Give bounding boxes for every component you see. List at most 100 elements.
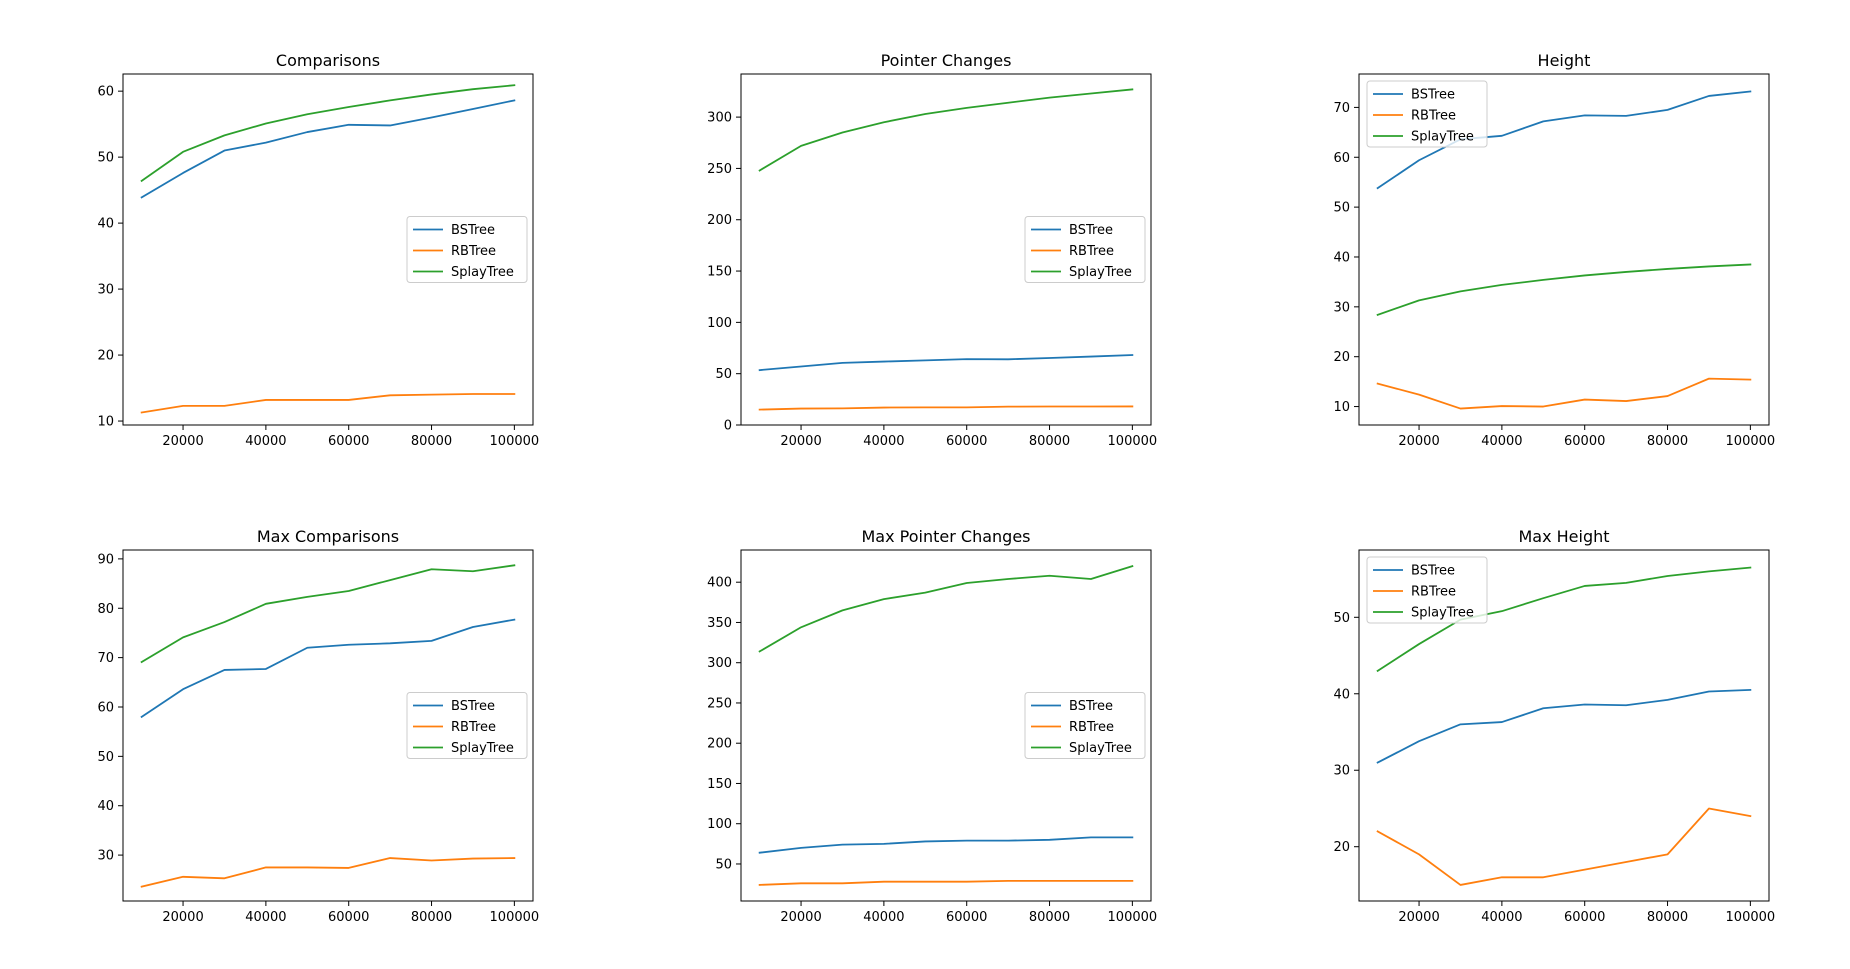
chart-2-plot-area bbox=[758, 88, 1134, 411]
chart-2-legend: BSTree RBTree SplayTree bbox=[1024, 216, 1146, 283]
chart-3-y-tick-label: 40 bbox=[1333, 250, 1350, 265]
chart-2-series-bstree bbox=[758, 354, 1134, 372]
chart-5-series-bstree bbox=[758, 836, 1134, 854]
chart-2-y-tick-label: 100 bbox=[707, 316, 732, 331]
chart-6-title: Max Height bbox=[1518, 527, 1609, 546]
chart-6-x-tick-label: 40000 bbox=[1481, 910, 1522, 925]
chart-3-legend-label-splaytree: SplayTree bbox=[1411, 130, 1474, 145]
chart-5-plot-area bbox=[758, 564, 1134, 886]
chart-3-legend-box bbox=[1366, 80, 1488, 148]
chart-5-legend: BSTree RBTree SplayTree bbox=[1024, 692, 1146, 759]
chart-3-series-splaytree bbox=[1376, 263, 1752, 316]
chart-3-y-tick-label: 70 bbox=[1333, 101, 1350, 116]
chart-3-y-tick-label: 10 bbox=[1333, 400, 1350, 415]
chart-5-series-splaytree bbox=[758, 564, 1134, 653]
chart-5-y-tick-label: 350 bbox=[707, 616, 732, 631]
chart-5-axes-frame bbox=[740, 549, 1152, 902]
chart-6-series-rbtree bbox=[1376, 807, 1752, 886]
chart-1-x-tick-label: 40000 bbox=[245, 434, 286, 449]
chart-6-y-tick-label: 30 bbox=[1333, 764, 1350, 779]
chart-4-x-tick-label: 20000 bbox=[162, 910, 203, 925]
chart-3-x-tick-label: 40000 bbox=[1481, 434, 1522, 449]
chart-5-y-tick-label: 300 bbox=[707, 656, 732, 671]
chart-6-y-tick-label: 50 bbox=[1333, 611, 1350, 626]
chart-1-y-tick-label: 50 bbox=[97, 151, 114, 166]
chart-3-series-rbtree bbox=[1376, 377, 1752, 410]
chart-2-series-rbtree bbox=[758, 405, 1134, 411]
chart-1-y-tick-label: 20 bbox=[97, 349, 114, 364]
chart-5-y-tick-label: 250 bbox=[707, 696, 732, 711]
chart-5-legend-label-bstree: BSTree bbox=[1069, 699, 1113, 714]
chart-1-plot-area bbox=[140, 84, 516, 414]
chart-5-x-tick-label: 20000 bbox=[780, 910, 821, 925]
chart-2-legend-box bbox=[1024, 216, 1146, 283]
chart-3-x-tick-label: 80000 bbox=[1647, 434, 1688, 449]
chart-1-legend-label-splaytree: SplayTree bbox=[451, 265, 514, 280]
chart-4-y-tick-label: 50 bbox=[97, 750, 114, 765]
chart-1-title: Comparisons bbox=[276, 51, 380, 70]
chart-2-series-splaytree bbox=[758, 88, 1134, 172]
chart-3: Height 20000 40000 60000 80000 100000 10 20 30 40… bbox=[1333, 51, 1775, 449]
chart-6-axes-frame bbox=[1358, 549, 1770, 902]
chart-2-legend-label-rbtree: RBTree bbox=[1069, 244, 1114, 259]
chart-5-legend-box bbox=[1024, 692, 1146, 759]
chart-5-y-tick-label: 200 bbox=[707, 737, 732, 752]
chart-1-x-tick-label: 60000 bbox=[328, 434, 369, 449]
chart-4-series-bstree bbox=[140, 618, 516, 719]
chart-2-x-tick-label: 40000 bbox=[863, 434, 904, 449]
chart-2-x-tick-label: 100000 bbox=[1108, 434, 1158, 449]
chart-3-legend: BSTree RBTree SplayTree bbox=[1366, 80, 1488, 148]
chart-6-legend-label-bstree: BSTree bbox=[1411, 564, 1455, 579]
chart-3-x-tick-label: 100000 bbox=[1726, 434, 1776, 449]
chart-5-y-tick-label: 50 bbox=[715, 857, 732, 872]
chart-6-series-splaytree bbox=[1376, 566, 1752, 673]
chart-2-legend-label-splaytree: SplayTree bbox=[1069, 265, 1132, 280]
chart-1-y-tick-label: 60 bbox=[97, 85, 114, 100]
chart-4-plot-area bbox=[140, 564, 516, 888]
chart-3-axes-frame bbox=[1358, 73, 1770, 426]
chart-3-y-tick-label: 30 bbox=[1333, 300, 1350, 315]
chart-1: Comparisons 20000 40000 60000 80000 100000 10 2… bbox=[97, 51, 539, 449]
chart-1-legend: BSTree RBTree SplayTree bbox=[406, 216, 528, 283]
chart-5-y-tick-label: 100 bbox=[707, 817, 732, 832]
chart-4-legend-box bbox=[406, 692, 528, 759]
chart-4-x-tick-label: 80000 bbox=[411, 910, 452, 925]
chart-4-legend-label-splaytree: SplayTree bbox=[451, 741, 514, 756]
chart-3-legend-label-rbtree: RBTree bbox=[1411, 109, 1456, 124]
chart-1-x-tick-label: 100000 bbox=[490, 434, 540, 449]
chart-6-y-tick-label: 20 bbox=[1333, 840, 1350, 855]
chart-3-y-tick-label: 50 bbox=[1333, 201, 1350, 216]
chart-3-title: Height bbox=[1538, 51, 1591, 70]
chart-4-axes-frame bbox=[122, 549, 534, 902]
chart-6-legend-box bbox=[1366, 556, 1488, 624]
chart-1-y-tick-label: 10 bbox=[97, 415, 114, 430]
chart-4-legend: BSTree RBTree SplayTree bbox=[406, 692, 528, 759]
chart-6: Max Height 20000 40000 60000 80000 100000 20 30… bbox=[1333, 527, 1775, 925]
chart-6-legend: BSTree RBTree SplayTree bbox=[1366, 556, 1488, 624]
chart-1-legend-label-bstree: BSTree bbox=[451, 223, 495, 238]
chart-2-x-tick-label: 80000 bbox=[1029, 434, 1070, 449]
chart-3-legend-label-bstree: BSTree bbox=[1411, 88, 1455, 103]
chart-5-y-tick-label: 400 bbox=[707, 576, 732, 591]
chart-1-legend-label-rbtree: RBTree bbox=[451, 244, 496, 259]
chart-5-legend-label-rbtree: RBTree bbox=[1069, 720, 1114, 735]
chart-2-y-tick-label: 250 bbox=[707, 162, 732, 177]
chart-4-y-tick-label: 40 bbox=[97, 799, 114, 814]
chart-2: Pointer Changes 20000 40000 60000 80000 10000… bbox=[707, 51, 1157, 449]
chart-3-y-tick-label: 60 bbox=[1333, 151, 1350, 166]
chart-5-title: Max Pointer Changes bbox=[862, 527, 1031, 546]
chart-2-title: Pointer Changes bbox=[881, 51, 1012, 70]
chart-6-y-tick-label: 40 bbox=[1333, 687, 1350, 702]
chart-2-legend-label-bstree: BSTree bbox=[1069, 223, 1113, 238]
chart-3-series-bstree bbox=[1376, 90, 1752, 190]
chart-3-x-tick-label: 60000 bbox=[1564, 434, 1605, 449]
chart-5-series-rbtree bbox=[758, 879, 1134, 886]
chart-4-legend-label-bstree: BSTree bbox=[451, 699, 495, 714]
chart-4-legend-label-rbtree: RBTree bbox=[451, 720, 496, 735]
chart-2-axes-frame bbox=[740, 73, 1152, 426]
chart-6-series-bstree bbox=[1376, 689, 1752, 764]
chart-3-plot-area bbox=[1376, 90, 1752, 410]
chart-1-y-tick-label: 40 bbox=[97, 217, 114, 232]
chart-1-legend-box bbox=[406, 216, 528, 283]
